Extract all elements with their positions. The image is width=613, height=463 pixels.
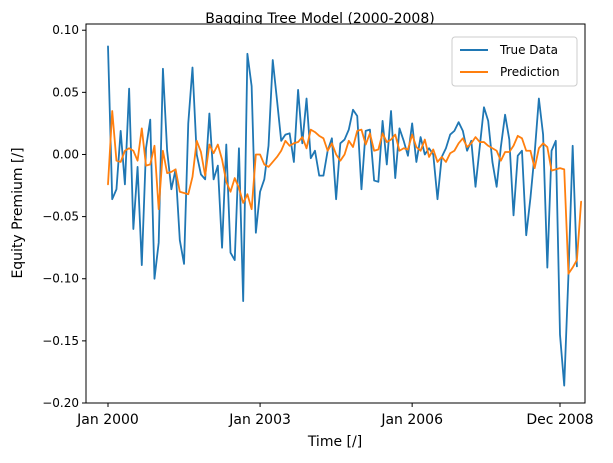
legend-label-prediction: Prediction [500, 65, 560, 79]
series-line-prediction [107, 110, 583, 275]
legend-label-true-data: True Data [499, 43, 558, 57]
y-tick-label: −0.15 [42, 334, 79, 348]
x-tick-label: Jan 2006 [380, 412, 443, 428]
y-tick-label: 0.00 [52, 147, 79, 161]
chart-title: Bagging Tree Model (2000-2008) [205, 11, 434, 27]
x-axis-label: Time [/] [307, 434, 362, 450]
plot-border [85, 23, 586, 404]
series-layer [107, 45, 583, 387]
x-tick-label: Dec 2008 [526, 412, 593, 428]
y-tick-label: −0.20 [42, 396, 79, 410]
y-tick-label: −0.10 [42, 272, 79, 286]
legend: True Data Prediction [451, 36, 578, 87]
x-tick-label: Jan 2000 [76, 412, 139, 428]
y-axis-label: Equity Premium [/] [10, 147, 26, 278]
y-tick-label: −0.05 [42, 210, 79, 224]
y-axis: −0.20 −0.15 −0.10 −0.05 0.00 0.05 0.10 [42, 23, 86, 410]
plot-frame [86, 24, 585, 403]
x-axis: Jan 2000 Jan 2003 Jan 2006 Dec 2008 [76, 403, 594, 428]
x-tick-label: Jan 2003 [228, 412, 291, 428]
plot-area [85, 23, 586, 404]
y-tick-label: 0.10 [52, 23, 79, 37]
y-tick-label: 0.05 [52, 85, 79, 99]
